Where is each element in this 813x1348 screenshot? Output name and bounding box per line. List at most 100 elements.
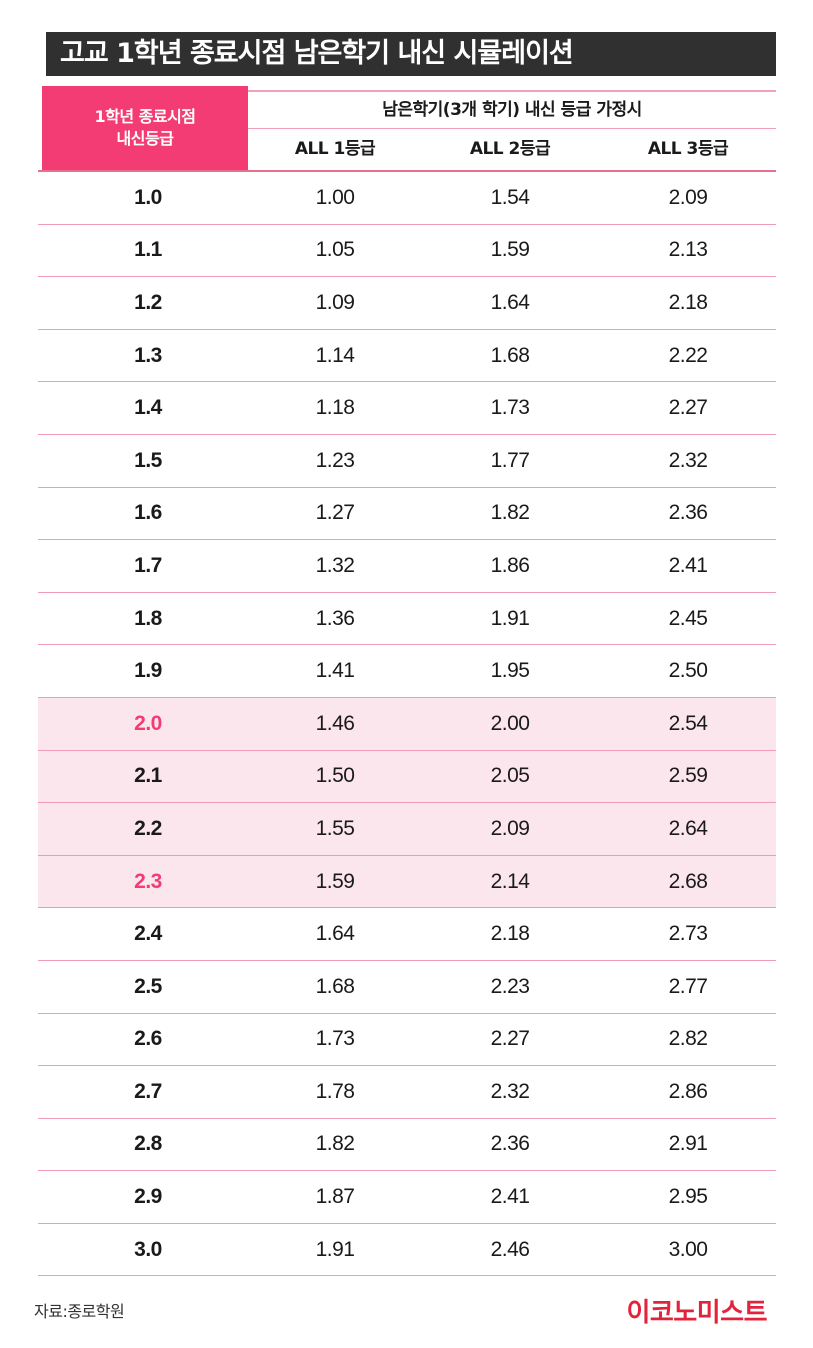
- table-row: 1.7 1.32 1.86 2.41: [38, 540, 776, 593]
- grade-cell: 1.7: [134, 553, 162, 577]
- column-header-all1: ALL 1등급: [294, 139, 376, 159]
- all3-cell: 2.50: [668, 659, 708, 683]
- all1-cell: 1.59: [315, 869, 355, 893]
- grade-cell: 1.4: [134, 396, 162, 420]
- all1-cell: 1.73: [315, 1027, 355, 1051]
- table-row: 2.6 1.73 2.27 2.82: [38, 1014, 776, 1067]
- all1-cell: 1.68: [315, 974, 355, 998]
- table-row: 3.0 1.91 2.46 3.00: [38, 1224, 776, 1277]
- table-row: 2.4 1.64 2.18 2.73: [38, 908, 776, 961]
- grade-cell: 2.9: [134, 1185, 162, 1209]
- all3-cell: 2.36: [668, 501, 708, 525]
- all1-cell: 1.27: [315, 501, 355, 525]
- table-row: 2.1 1.50 2.05 2.59: [38, 750, 776, 804]
- table-row: 1.6 1.27 1.82 2.36: [38, 488, 776, 541]
- all2-cell: 1.95: [490, 659, 530, 683]
- all3-cell: 2.32: [668, 448, 708, 472]
- all1-cell: 1.78: [315, 1079, 355, 1103]
- table-row: 1.0 1.00 1.54 2.09: [38, 172, 776, 225]
- table-row: 1.9 1.41 1.95 2.50: [38, 645, 776, 698]
- all2-cell: 1.73: [490, 396, 530, 420]
- all2-cell: 1.86: [490, 553, 530, 577]
- all1-cell: 1.14: [315, 343, 355, 367]
- all3-cell: 2.91: [668, 1132, 708, 1156]
- grade-cell: 1.9: [134, 659, 162, 683]
- all2-cell: 1.59: [490, 238, 530, 262]
- first-column-header: 1학년 종료시점 내신등급: [42, 86, 248, 170]
- all2-cell: 1.91: [490, 606, 530, 630]
- grade-cell: 1.0: [134, 185, 162, 209]
- all2-cell: 1.77: [490, 448, 530, 472]
- source-note: 자료:종로학원: [34, 1302, 125, 1321]
- grade-cell: 1.5: [134, 448, 162, 472]
- all1-cell: 1.46: [315, 711, 355, 735]
- all2-cell: 2.32: [490, 1079, 530, 1103]
- all3-cell: 2.77: [668, 974, 708, 998]
- all1-cell: 1.05: [315, 238, 355, 262]
- grade-cell: 2.5: [134, 974, 162, 998]
- grade-cell: 2.0: [134, 711, 162, 735]
- table-row: 1.4 1.18 1.73 2.27: [38, 382, 776, 435]
- group-header: 남은학기(3개 학기) 내신 등급 가정시: [382, 100, 642, 120]
- all1-cell: 1.64: [315, 922, 355, 946]
- all2-cell: 1.82: [490, 501, 530, 525]
- table-row: 2.0 1.46 2.00 2.54: [38, 697, 776, 751]
- all2-cell: 1.64: [490, 290, 530, 314]
- table-row: 1.5 1.23 1.77 2.32: [38, 435, 776, 488]
- page-title: 고교 1학년 종료시점 남은학기 내신 시뮬레이션: [46, 32, 776, 76]
- grade-cell: 1.3: [134, 343, 162, 367]
- all3-cell: 2.27: [668, 396, 708, 420]
- all1-cell: 1.55: [315, 816, 355, 840]
- all2-cell: 2.23: [490, 974, 530, 998]
- grade-cell: 2.4: [134, 922, 162, 946]
- all1-cell: 1.00: [315, 185, 355, 209]
- all3-cell: 2.22: [668, 343, 708, 367]
- all2-cell: 2.46: [490, 1237, 530, 1261]
- all2-cell: 2.36: [490, 1132, 530, 1156]
- grade-cell: 2.8: [134, 1132, 162, 1156]
- grade-cell: 1.6: [134, 501, 162, 525]
- table-header: 1학년 종료시점 내신등급 남은학기(3개 학기) 내신 등급 가정시 ALL …: [38, 86, 776, 172]
- column-header-all3: ALL 3등급: [647, 139, 729, 159]
- all1-cell: 1.41: [315, 659, 355, 683]
- all3-cell: 2.18: [668, 290, 708, 314]
- all2-cell: 2.00: [490, 711, 530, 735]
- all1-cell: 1.87: [315, 1185, 355, 1209]
- table-row: 1.3 1.14 1.68 2.22: [38, 330, 776, 383]
- all3-cell: 2.13: [668, 238, 708, 262]
- first-column-header-line2: 내신등급: [116, 129, 174, 148]
- header-mid-divider: [248, 128, 776, 129]
- all3-cell: 2.09: [668, 185, 708, 209]
- publisher-logo: 이코노미스트: [626, 1298, 767, 1328]
- all2-cell: 2.05: [490, 764, 530, 788]
- all2-cell: 1.68: [490, 343, 530, 367]
- all2-cell: 2.27: [490, 1027, 530, 1051]
- grade-cell: 1.2: [134, 290, 162, 314]
- all1-cell: 1.82: [315, 1132, 355, 1156]
- all2-cell: 2.41: [490, 1185, 530, 1209]
- all2-cell: 2.18: [490, 922, 530, 946]
- table-row: 2.8 1.82 2.36 2.91: [38, 1119, 776, 1172]
- all2-cell: 2.14: [490, 869, 530, 893]
- grade-cell: 2.1: [134, 764, 162, 788]
- table-row: 2.7 1.78 2.32 2.86: [38, 1066, 776, 1119]
- all1-cell: 1.91: [315, 1237, 355, 1261]
- all3-cell: 2.82: [668, 1027, 708, 1051]
- all2-cell: 1.54: [490, 185, 530, 209]
- simulation-table: 1학년 종료시점 내신등급 남은학기(3개 학기) 내신 등급 가정시 ALL …: [38, 86, 776, 1277]
- all1-cell: 1.50: [315, 764, 355, 788]
- first-column-header-line1: 1학년 종료시점: [94, 107, 196, 126]
- table-row: 2.9 1.87 2.41 2.95: [38, 1171, 776, 1224]
- all3-cell: 2.68: [668, 869, 708, 893]
- grade-cell: 1.1: [134, 238, 162, 262]
- grade-cell: 2.3: [134, 869, 162, 893]
- grade-cell: 2.2: [134, 816, 162, 840]
- all3-cell: 2.41: [668, 553, 708, 577]
- table-row: 1.2 1.09 1.64 2.18: [38, 277, 776, 330]
- all1-cell: 1.32: [315, 553, 355, 577]
- table-row: 1.8 1.36 1.91 2.45: [38, 593, 776, 646]
- all3-cell: 2.73: [668, 922, 708, 946]
- table-row: 2.5 1.68 2.23 2.77: [38, 961, 776, 1014]
- all3-cell: 2.64: [668, 816, 708, 840]
- all1-cell: 1.36: [315, 606, 355, 630]
